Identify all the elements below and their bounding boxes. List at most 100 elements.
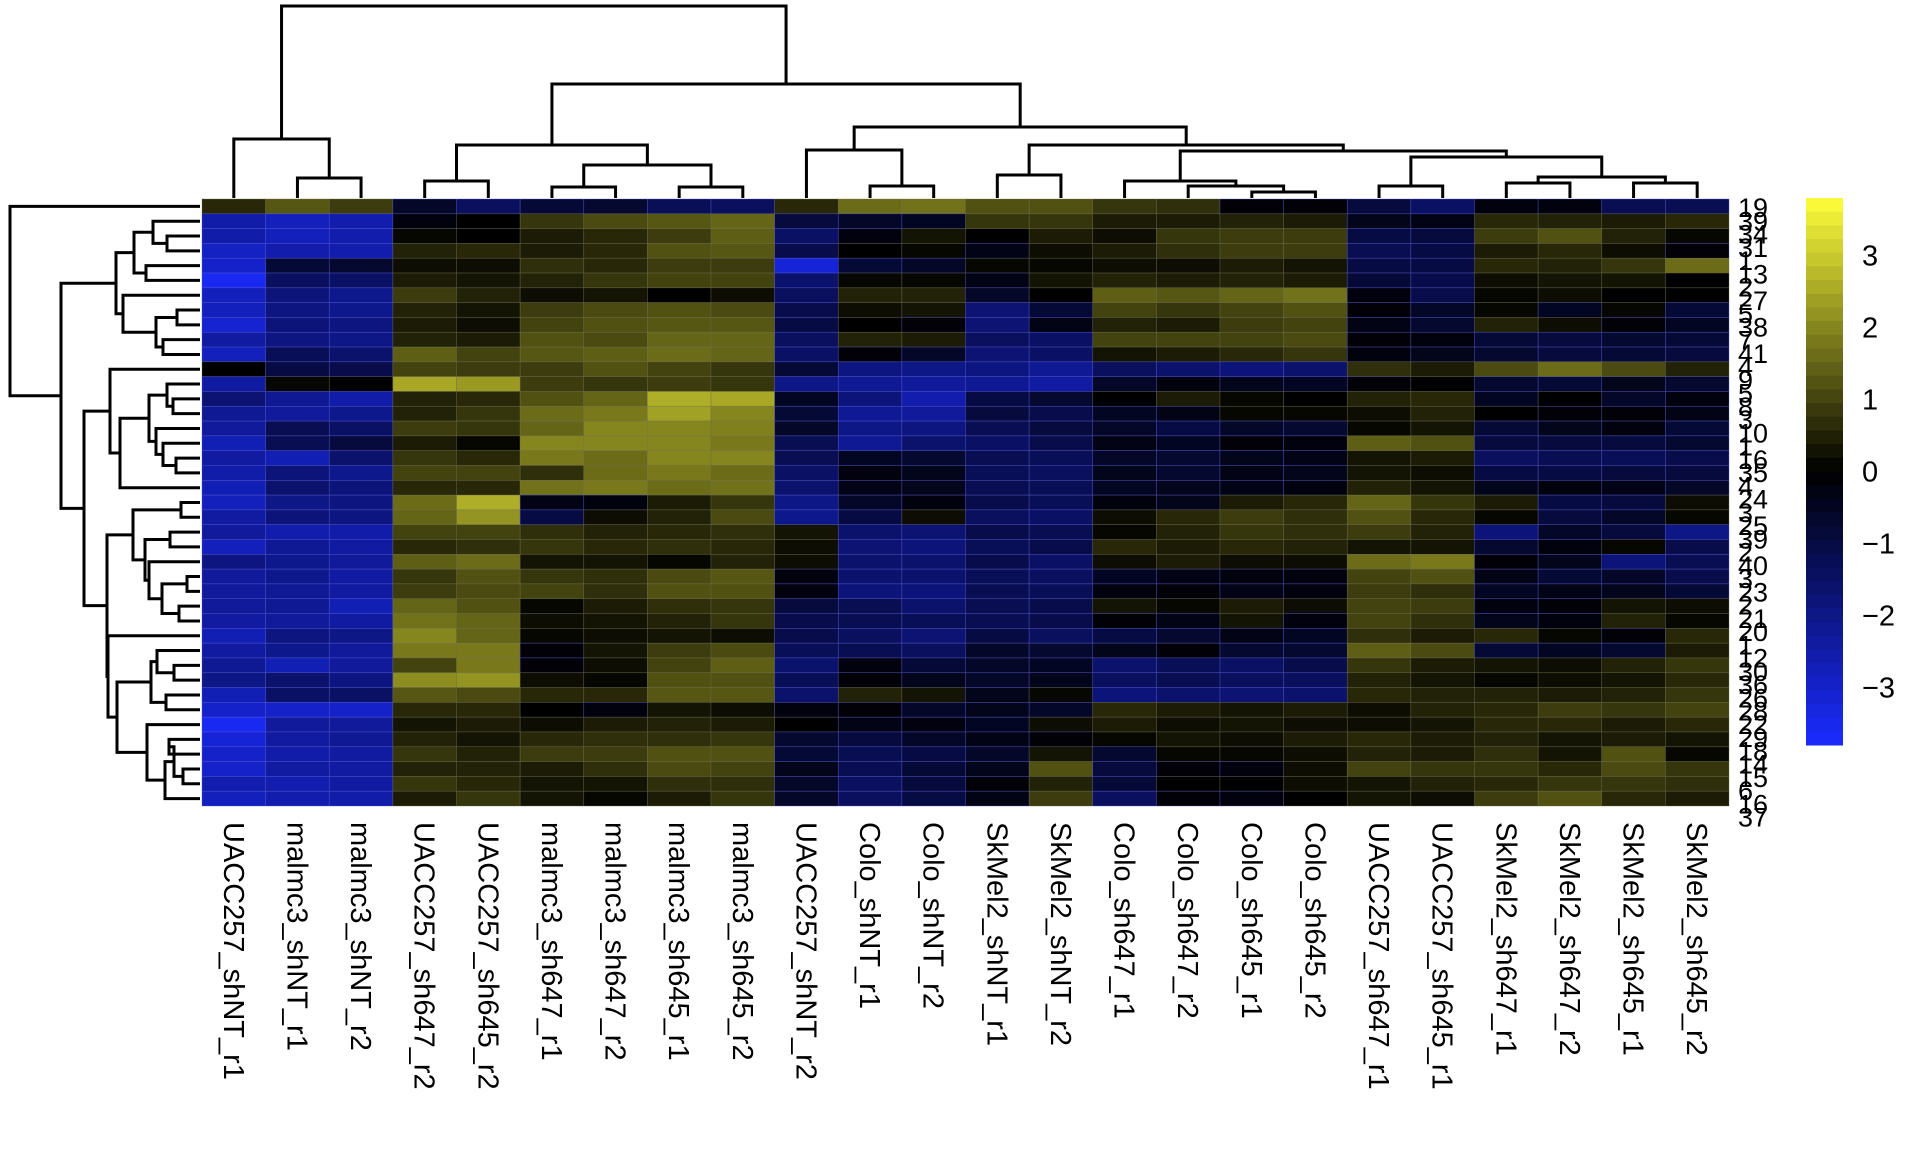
colorbar-segment [1806,690,1843,705]
heatmap-cell [1474,257,1539,274]
heatmap-cell [1092,228,1157,244]
heatmap-cell [1346,420,1412,437]
heatmap-cell [1474,346,1539,363]
heatmap-cell [265,746,330,762]
heatmap-cell [328,613,394,629]
dendrogram-link [1123,179,1238,198]
dendrogram-link [1377,184,1445,198]
heatmap-cell [1537,790,1603,807]
heatmap-cell [583,524,648,540]
heatmap-cell [774,346,839,363]
heatmap-cell [1474,331,1539,348]
heatmap-cell [837,317,903,333]
heatmap-cell [901,672,966,688]
dendrogram-link [550,185,618,198]
heatmap-cell [837,568,903,585]
heatmap-cell [1283,613,1348,629]
heatmap-cell [774,583,839,600]
heatmap-cell [1092,613,1157,629]
heatmap-cell [265,331,330,348]
heatmap-cell [519,243,585,259]
heatmap-cell [647,509,712,526]
heatmap-cell [1156,539,1221,555]
dendrogram-link [852,125,1188,150]
column-label: malmc3_sh647_r1 [535,822,567,1061]
heatmap-cell [901,776,966,792]
heatmap-cell [1410,213,1475,229]
heatmap-cell [1028,361,1094,377]
heatmap-cell [965,228,1030,244]
heatmap-cell [1219,642,1284,659]
heatmap-cell [1665,598,1730,614]
heatmap-cell [1346,376,1412,392]
heatmap-cell [965,376,1030,392]
heatmap-cell [647,746,712,762]
row-label: 34 [1738,220,1768,250]
heatmap-cell [1601,568,1666,585]
heatmap-cell [265,405,330,422]
column-label: malmc3_sh645_r1 [662,822,694,1061]
heatmap-cell [901,331,966,348]
heatmap-cell [901,479,966,496]
heatmap-cell [710,435,775,451]
heatmap-cell [1219,376,1284,392]
heatmap-cell [710,731,775,748]
heatmap-cell [647,465,712,481]
heatmap-cell [837,302,903,318]
heatmap-cell [1156,405,1221,422]
heatmap-cell [1028,287,1094,303]
heatmap-cell [265,479,330,496]
heatmap-cell [392,761,457,777]
heatmap-cell [328,583,394,600]
heatmap-cell [965,554,1030,570]
colorbar-segment [1806,567,1843,582]
heatmap-cell [583,583,648,600]
dendrogram-link [160,582,187,616]
heatmap-cell [1283,213,1348,229]
heatmap-cell [392,287,457,303]
heatmap-cell [1092,317,1157,333]
colorbar-segment [1806,389,1843,404]
heatmap-cell [837,761,903,777]
heatmap-cell [1219,509,1284,526]
heatmap-cell [965,198,1030,215]
heatmap-cell [965,613,1030,629]
heatmap-cell [328,272,394,289]
heatmap-cell [1156,568,1221,585]
heatmap-cell [583,479,648,496]
heatmap-cell [519,228,585,244]
heatmap-cell [647,642,712,659]
heatmap-cell [710,554,775,570]
heatmap-cell [837,628,903,644]
heatmap-cell [583,317,648,333]
row-label: 30 [1738,657,1768,687]
heatmap-cell [583,450,648,466]
heatmap-cell [1410,746,1475,762]
heatmap-cell [265,317,330,333]
heatmap-cell [456,435,521,451]
heatmap-cell [901,628,966,644]
heatmap-cell [901,435,966,451]
heatmap-cell [1537,435,1603,451]
heatmap-cell [901,405,966,422]
heatmap-cell [328,435,394,451]
heatmap-cell [1665,687,1730,703]
heatmap-cell [456,391,521,407]
heatmap-cell [1665,524,1730,540]
heatmap-cell [1219,687,1284,703]
heatmap-cell [1601,628,1666,644]
heatmap-cell [1474,687,1539,703]
heatmap-cell [1156,687,1221,703]
heatmap-cell [1028,479,1094,496]
heatmap-cell [392,272,457,289]
heatmap-cell [1474,539,1539,555]
heatmap-cell [1537,657,1603,674]
heatmap-cell [1219,524,1284,540]
heatmap-cell [201,672,266,688]
heatmap-cell [710,776,775,792]
heatmap-cell [1092,465,1157,481]
heatmap-cell [1219,539,1284,555]
heatmap-cell [1092,361,1157,377]
heatmap-cell [583,702,648,718]
heatmap-cell [265,287,330,303]
